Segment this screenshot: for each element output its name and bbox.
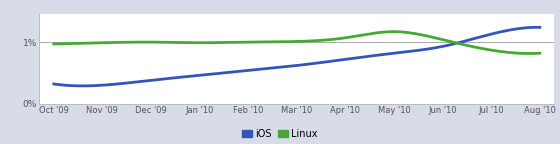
Legend: iOS, Linux: iOS, Linux	[242, 129, 318, 139]
